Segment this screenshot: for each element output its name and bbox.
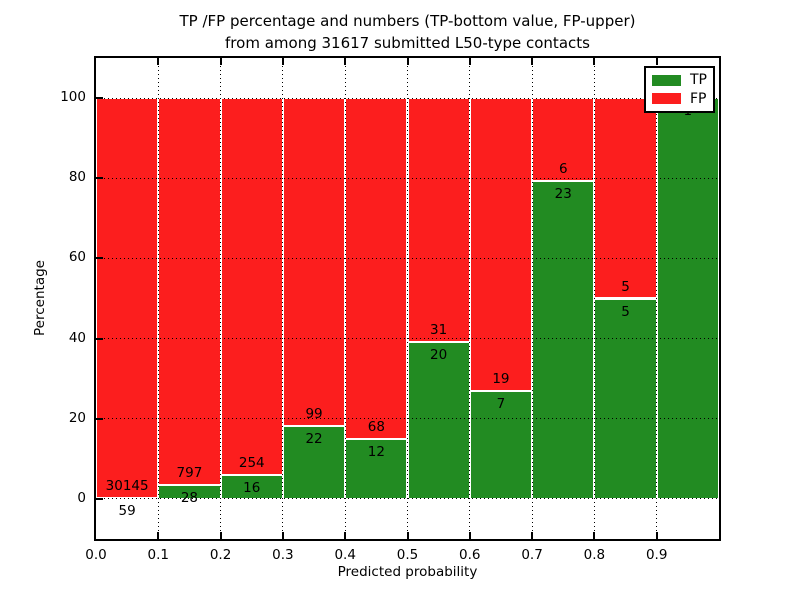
vertical-gridline: [157, 58, 159, 539]
vertical-gridline: [656, 58, 658, 539]
vertical-gridline: [407, 58, 408, 539]
y-tick-mark: [96, 177, 103, 180]
vertical-gridline: [220, 58, 222, 539]
fp-count-label: 31: [430, 321, 448, 338]
x-tick-label: 0.8: [583, 547, 606, 563]
x-tick-mark: [468, 532, 471, 539]
bar-segment-fp: [282, 98, 346, 427]
x-tick-label: 0.9: [645, 547, 668, 563]
x-tick-mark-top: [281, 58, 284, 65]
x-tick-label: 0.3: [272, 547, 294, 563]
tp-color-swatch: [652, 74, 681, 86]
x-tick-label: 0.2: [209, 547, 232, 563]
y-tick-label: 40: [68, 329, 86, 346]
bar-segment-tp: [594, 298, 657, 499]
y-tick-mark: [96, 417, 103, 420]
fp-count-label: 68: [367, 418, 385, 435]
bar-segment-fp: [220, 98, 283, 476]
x-tick-mark-top: [655, 58, 658, 65]
y-tick-mark: [96, 497, 103, 500]
y-tick-mark: [96, 257, 103, 260]
x-tick-mark-top: [406, 58, 409, 65]
x-tick-mark: [219, 532, 222, 539]
fp-count-label: 30145: [105, 478, 149, 495]
tp-count-label: 28: [180, 490, 199, 507]
y-tick-label: 60: [68, 249, 86, 266]
fp-count-label: 19: [492, 371, 510, 387]
tp-count-label: 5: [621, 303, 630, 320]
bar-segment-fp: [345, 98, 408, 439]
y-tick-mark: [96, 97, 103, 100]
chart-title-line1: TP /FP percentage and numbers (TP-bottom…: [179, 12, 636, 30]
vertical-gridline: [469, 58, 471, 539]
x-tick-label: 0.4: [334, 547, 356, 563]
legend: TP FP: [644, 66, 715, 113]
x-tick-mark: [593, 532, 596, 539]
tp-count-label: 16: [243, 480, 261, 497]
bar-segment-fp: [469, 98, 533, 391]
x-tick-mark-top: [531, 58, 534, 65]
bar-segment-fp: [594, 98, 657, 299]
fp-count-label: 99: [305, 406, 323, 423]
tp-count-label: 12: [367, 443, 385, 460]
tp-count-label: 20: [430, 346, 448, 363]
x-tick-label: 0.7: [521, 547, 543, 563]
vertical-gridline: [344, 58, 346, 539]
bar-segment-tp: [532, 181, 595, 499]
tp-count-label: 59: [118, 503, 136, 520]
fp-count-label: 797: [176, 465, 203, 482]
y-tick-label: 100: [60, 89, 86, 106]
bar-segment-fp: [407, 98, 470, 342]
tp-count-label: 23: [554, 186, 572, 202]
bar-segment-tp: [407, 341, 470, 499]
tp-count-label: 22: [305, 431, 323, 448]
x-tick-mark-top: [157, 58, 160, 65]
x-tick-mark: [344, 532, 347, 539]
legend-entry-tp: TP: [652, 73, 707, 87]
x-tick-mark: [281, 532, 284, 539]
y-tick-label: 20: [68, 409, 86, 426]
legend-label-tp: TP: [690, 72, 707, 89]
tp-count-label: 7: [496, 396, 506, 412]
x-tick-label: 0.0: [85, 547, 107, 563]
x-tick-mark: [406, 532, 409, 539]
fp-count-label: 254: [238, 455, 265, 472]
x-tick-mark-top: [468, 58, 471, 65]
fp-color-swatch: [652, 93, 681, 105]
bar-segment-tp: [469, 391, 533, 499]
x-tick-mark: [655, 532, 658, 539]
bar-segment-fp: [532, 98, 595, 181]
x-tick-mark: [157, 532, 160, 539]
vertical-gridline: [282, 58, 284, 539]
x-tick-mark-top: [344, 58, 347, 65]
x-tick-mark-top: [219, 58, 222, 65]
bar-segment-fp: [96, 98, 159, 499]
x-axis-label: Predicted probability: [337, 564, 478, 580]
vertical-gridline: [593, 58, 595, 539]
x-tick-label: 0.1: [147, 547, 170, 563]
bar-segment-tp: [345, 438, 408, 499]
x-tick-mark-top: [593, 58, 596, 65]
x-tick-mark: [531, 532, 534, 539]
legend-label-fp: FP: [690, 90, 707, 107]
bar-segment-tp: [656, 98, 719, 499]
y-tick-mark: [96, 337, 103, 340]
bar-segment-tp: [282, 426, 346, 499]
x-tick-label: 0.5: [396, 547, 419, 563]
x-tick-label: 0.6: [459, 547, 481, 563]
y-tick-label: 0: [77, 489, 86, 506]
chart-title: TP /FP percentage and numbers (TP-bottom…: [94, 10, 721, 54]
legend-entry-fp: FP: [652, 92, 707, 106]
fp-count-label: 6: [558, 161, 568, 177]
bar-segment-fp: [158, 98, 221, 486]
fp-count-label: 5: [621, 278, 630, 295]
vertical-gridline: [531, 58, 533, 539]
y-axis-label: Percentage: [32, 260, 48, 336]
chart-title-line2: from among 31617 submitted L50-type cont…: [225, 34, 590, 52]
y-tick-label: 80: [68, 169, 86, 186]
